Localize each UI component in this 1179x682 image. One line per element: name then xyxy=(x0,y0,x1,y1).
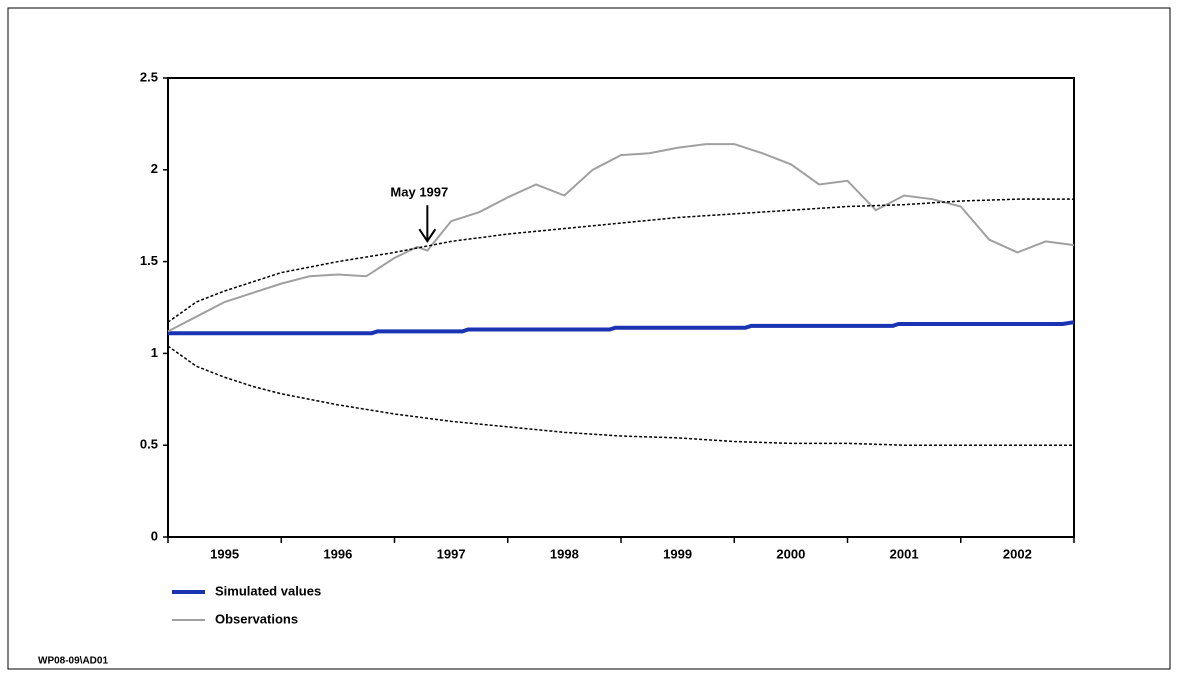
series-line xyxy=(167,345,1074,446)
y-tick-label: 2.5 xyxy=(140,69,158,84)
x-tick-label: 2002 xyxy=(1003,546,1032,561)
frame xyxy=(7,7,1171,670)
x-tick-label: 1995 xyxy=(210,546,239,561)
x-tick-label: 2001 xyxy=(890,546,919,561)
x-tick-label: 1998 xyxy=(550,546,579,561)
footnote: WP08-09\AD01 xyxy=(38,656,108,667)
y-tick-label: 2 xyxy=(151,161,158,176)
series-line xyxy=(167,143,1075,333)
series-line xyxy=(168,320,1075,336)
plot-area xyxy=(167,77,1075,538)
legend-label: Observations xyxy=(215,611,298,626)
annotation-arrowhead xyxy=(418,228,437,244)
y-tick-label: 0 xyxy=(151,528,158,543)
legend-label: Simulated values xyxy=(215,583,321,598)
x-tick-label: 1999 xyxy=(663,546,692,561)
series-line xyxy=(167,198,1074,323)
x-tick-label: 2000 xyxy=(776,546,805,561)
x-tick-label: 1996 xyxy=(323,546,352,561)
y-tick-label: 1 xyxy=(151,345,158,360)
y-tick-label: 1.5 xyxy=(140,253,158,268)
x-tick-label: 1997 xyxy=(437,546,466,561)
annotation-text: May 1997 xyxy=(390,185,448,200)
y-tick-label: 0.5 xyxy=(140,437,158,452)
